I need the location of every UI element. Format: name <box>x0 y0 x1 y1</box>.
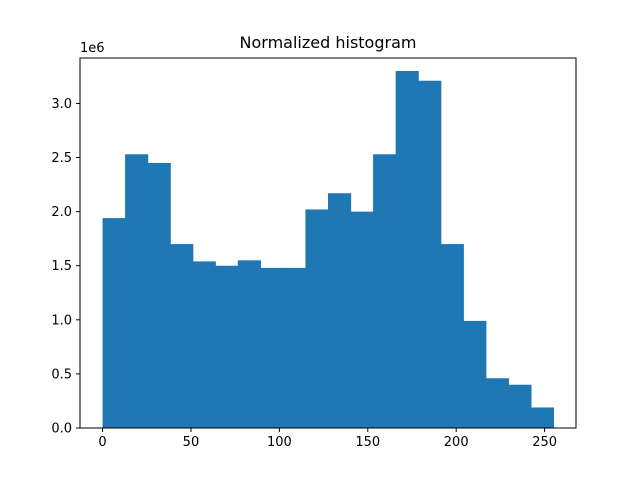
y-scale-label: 1e6 <box>80 41 105 56</box>
x-axis: 0 50 100 150 200 250 <box>98 428 557 450</box>
histogram-bar <box>147 162 171 428</box>
y-tick-label: 2.0 <box>51 205 72 220</box>
histogram-bar <box>350 211 374 428</box>
y-axis: 0.0 0.5 1.0 1.5 2.0 2.5 3.0 <box>51 97 80 437</box>
y-tick-label: 3.0 <box>51 97 72 112</box>
x-tick-label: 50 <box>183 435 200 450</box>
histogram-bar <box>237 260 261 428</box>
histogram-bar <box>260 267 284 428</box>
histogram-bar <box>508 384 532 428</box>
histogram-bar <box>192 261 216 428</box>
histogram-bar <box>282 267 307 428</box>
histogram-bar <box>102 218 126 428</box>
histogram-bar <box>395 70 419 428</box>
chart-title: Normalized histogram <box>240 33 417 52</box>
bars-group <box>102 70 555 428</box>
histogram-bar <box>373 154 397 428</box>
plot-frame <box>79 57 577 429</box>
histogram-bar <box>125 154 149 428</box>
y-tick-label: 1.0 <box>51 313 72 328</box>
histogram-bar <box>463 320 487 428</box>
x-tick-label: 250 <box>532 435 557 450</box>
x-tick-label: 200 <box>444 435 469 450</box>
histogram-bar <box>305 209 329 428</box>
histogram-bar <box>485 378 509 428</box>
x-tick-label: 0 <box>98 435 106 450</box>
y-tick-label: 0.0 <box>51 422 72 437</box>
histogram-bar <box>440 244 464 428</box>
histogram-bar <box>328 193 352 428</box>
x-tick-label: 150 <box>355 435 380 450</box>
histogram-bar <box>215 265 239 428</box>
histogram-bar <box>418 80 442 428</box>
histogram-bar <box>170 244 194 428</box>
y-tick-label: 2.5 <box>51 151 72 166</box>
x-tick-label: 100 <box>267 435 292 450</box>
y-tick-label: 1.5 <box>51 259 72 274</box>
y-tick-label: 0.5 <box>51 367 72 382</box>
histogram-bar <box>530 407 555 428</box>
